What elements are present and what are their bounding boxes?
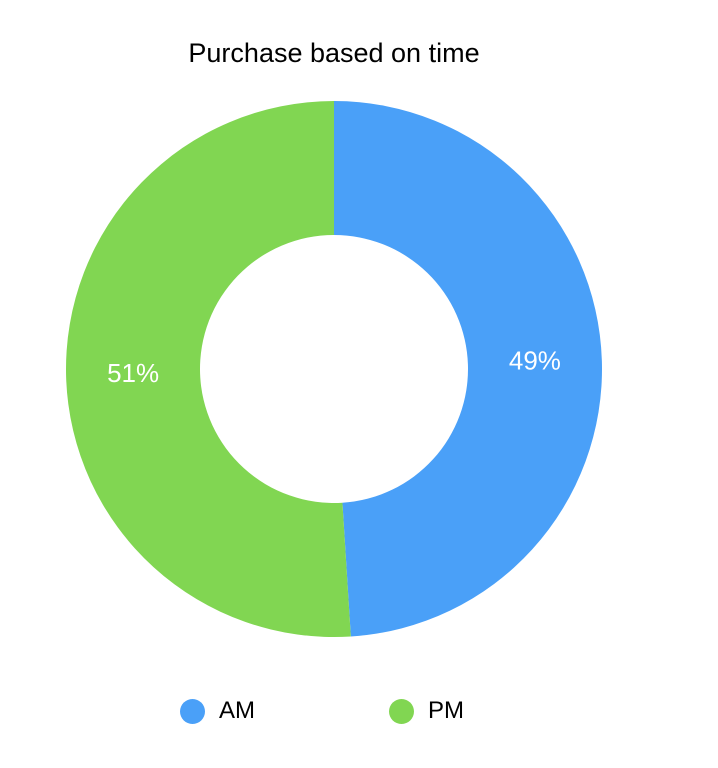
legend-item-am[interactable]: AM [180, 697, 255, 725]
slice-label-pm: 51% [107, 358, 159, 388]
legend-item-pm[interactable]: PM [389, 697, 464, 725]
legend-am-label: AM [219, 697, 255, 724]
chart-title: Purchase based on time [188, 38, 480, 68]
slice-label-am: 49% [509, 346, 561, 376]
slices-group [66, 101, 603, 637]
slice-labels-group: 49% 51% [107, 346, 561, 389]
slice-am[interactable] [334, 101, 603, 637]
legend-pm-label: PM [428, 697, 464, 724]
legend-am-swatch [180, 698, 205, 724]
legend: AM PM [0, 697, 718, 731]
slice-pm[interactable] [66, 101, 351, 637]
legend-pm-swatch [389, 698, 414, 724]
